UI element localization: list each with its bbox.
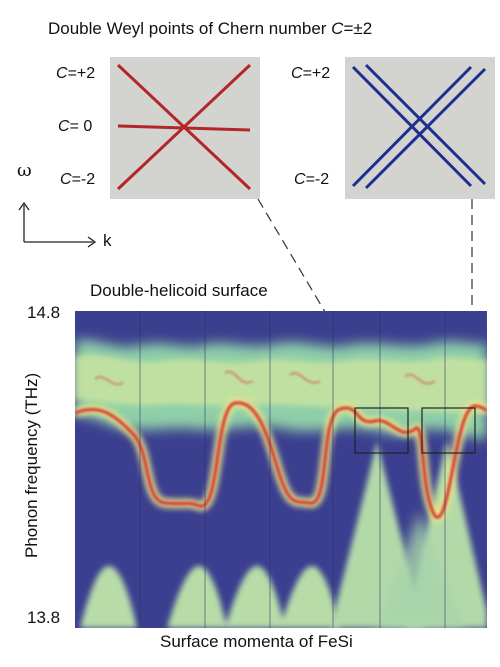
inset-right-line-b — [364, 67, 487, 190]
inset-right-label-minus2: C=-2 — [294, 171, 330, 188]
inset-left-label-minus2: C=-2 — [60, 171, 96, 188]
inset-left-label-zero: C= 0 — [58, 118, 93, 135]
inset-right-label-plus2: C=+2 — [291, 65, 331, 82]
y-axis-label: Phonon frequency (THz) — [22, 372, 41, 558]
panel-title: Double-helicoid surface — [90, 281, 268, 300]
upper-bulk-core — [75, 354, 487, 413]
zoom-box-right — [421, 407, 476, 454]
axes-key-arrows — [18, 201, 97, 248]
x-axis-label: Surface momenta of FeSi — [160, 632, 353, 651]
inset-left-lines — [116, 63, 252, 191]
inset-right-line-d — [364, 63, 487, 186]
inset-right-panel — [345, 57, 495, 199]
inset-right-lines — [351, 63, 487, 190]
omega-symbol: ω — [17, 160, 32, 181]
figure-title: Double Weyl points of Chern number C=±2 — [48, 19, 373, 38]
k-symbol: k — [103, 231, 112, 250]
y-tick-bottom: 13.8 — [27, 608, 61, 627]
surface-arc — [75, 401, 487, 519]
y-tick-top: 14.8 — [27, 303, 61, 322]
vertical-gridlines — [139, 311, 446, 628]
weyl-cone-mid-fill — [375, 511, 465, 628]
inset-left-label-plus2: C=+2 — [56, 65, 96, 82]
band-heatmap — [75, 311, 487, 628]
inset-left-line-zero — [117, 124, 251, 132]
zoom-box-left — [354, 407, 409, 454]
upper-surface-ripples — [94, 370, 436, 386]
inset-right-line-c — [351, 65, 473, 188]
